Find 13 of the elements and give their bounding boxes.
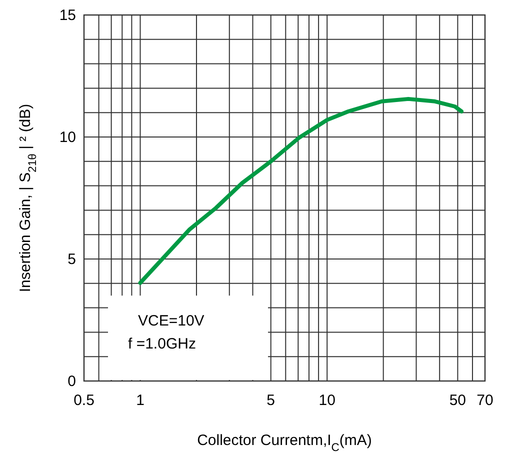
x-tick-label: 5 <box>266 392 276 409</box>
y-tick-label: 0 <box>68 373 76 390</box>
x-tick-label: 70 <box>476 392 494 409</box>
x-tick-label: 10 <box>318 392 336 409</box>
y-tick-label: 5 <box>68 251 76 268</box>
x-tick-label: 0.5 <box>74 392 94 409</box>
x-tick-label: 1 <box>136 392 144 409</box>
y-tick-label: 10 <box>59 129 76 146</box>
y-tick-label: 15 <box>59 7 76 24</box>
x-axis-title: Collector Currentm,I$_{C}$(mA) <box>197 432 372 453</box>
annotation: VCE=10V <box>138 312 204 330</box>
x-tick-label: 50 <box>449 392 466 409</box>
annotation: f =1.0GHz <box>128 336 196 353</box>
